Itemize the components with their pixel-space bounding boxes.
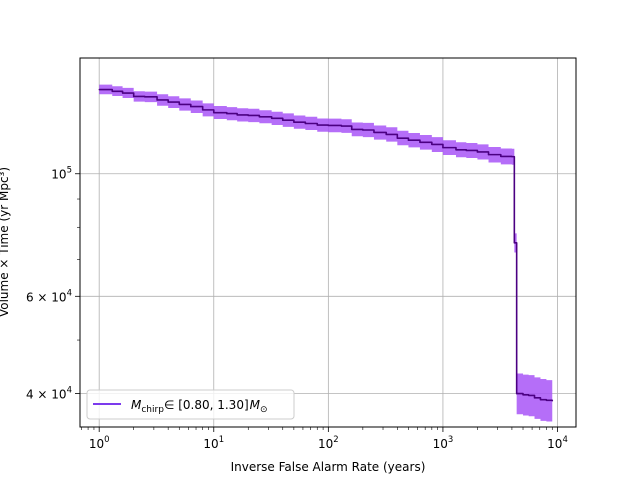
legend-range: ∈ [0.80, 1.30] (164, 398, 249, 412)
data-point (304, 122, 306, 125)
x-tick-label-base: 10 (89, 437, 104, 451)
data-point (487, 154, 490, 156)
uncertainty-band (99, 84, 553, 423)
y-tick-label: 6 × 104 (26, 288, 72, 304)
data-point (511, 156, 513, 158)
data-point (202, 109, 204, 111)
series-line (99, 88, 554, 402)
data-point (522, 394, 524, 396)
data-point (236, 114, 238, 116)
data-point (516, 392, 518, 395)
data-point (455, 149, 457, 151)
series-line-group (98, 88, 554, 402)
x-tick-label-base: 10 (433, 437, 448, 451)
data-point (121, 92, 124, 94)
data-point (327, 124, 329, 127)
grid (80, 58, 576, 427)
x-tick-label: 103 (433, 435, 454, 451)
data-point (111, 90, 113, 92)
data-point (247, 114, 249, 117)
data-point (167, 101, 169, 103)
x-tick-label-base: 10 (203, 437, 218, 451)
data-point (282, 119, 284, 121)
data-point (178, 103, 180, 106)
data-point (385, 133, 387, 136)
data-point (551, 400, 553, 402)
data-point (271, 117, 273, 119)
x-tick-label: 102 (318, 435, 339, 451)
y-axis-label: Volume × Time (yr Mpc³) (0, 167, 11, 317)
data-point (539, 399, 542, 401)
data-point (258, 116, 260, 118)
x-tick-label-exp: 2 (333, 435, 338, 445)
data-point (513, 242, 515, 244)
data-point (533, 397, 536, 399)
x-tick-label-exp: 3 (448, 435, 453, 445)
data-point (431, 143, 433, 146)
data-point (351, 128, 353, 131)
legend-msun: M (250, 398, 261, 412)
data-point (340, 125, 343, 127)
data-point (476, 151, 479, 153)
y-tick-label-base: 10 (51, 168, 66, 182)
data-point (362, 129, 364, 131)
data-point (213, 112, 215, 114)
data-point (465, 149, 467, 152)
data-point (545, 399, 548, 401)
x-axis-label: Inverse False Alarm Rate (years) (231, 460, 426, 474)
data-point (293, 121, 295, 123)
x-axis: 100 101 102 103 104 (81, 427, 568, 451)
data-point (396, 137, 398, 139)
data-point (373, 131, 375, 134)
y-tick-label-mantissa: 6 × (26, 290, 51, 304)
x-tick-label-base: 10 (547, 437, 562, 451)
legend-m: M (131, 398, 142, 412)
x-tick-label-exp: 4 (562, 435, 567, 445)
x-tick-label-exp: 1 (219, 435, 224, 445)
data-point (316, 124, 318, 126)
y-tick-label: 4 × 104 (26, 386, 72, 402)
legend-label: Mchirp∈ [0.80, 1.30]M⊙ (131, 398, 268, 415)
y-tick-label-base: 10 (51, 290, 66, 304)
data-point (407, 139, 410, 141)
legend-m-sub: chirp (141, 405, 164, 415)
data-point (190, 105, 192, 108)
x-tick-label-exp: 0 (104, 435, 109, 445)
data-point (226, 112, 228, 115)
legend: Mchirp∈ [0.80, 1.30]M⊙ (86, 389, 295, 420)
x-tick-label: 104 (547, 435, 568, 451)
y-tick-label-exp: 4 (67, 288, 72, 298)
y-tick-label-exp: 5 (67, 166, 72, 176)
data-point (98, 89, 100, 91)
y-tick-label: 105 (51, 166, 72, 182)
x-tick-label-base: 10 (318, 437, 333, 451)
y-tick-label-exp: 4 (67, 386, 72, 396)
data-point (156, 99, 158, 101)
x-tick-label: 101 (203, 435, 224, 451)
x-tick-label: 100 (89, 435, 110, 451)
data-point (144, 96, 146, 98)
y-tick-label-mantissa: 4 × (26, 388, 51, 402)
data-point (528, 394, 530, 396)
data-point (442, 147, 444, 149)
y-tick-label-base: 10 (51, 388, 66, 402)
legend-msun-sub: ⊙ (260, 405, 268, 415)
data-point (133, 95, 135, 98)
legend-box (86, 389, 295, 420)
data-point (500, 155, 502, 157)
series-band (99, 84, 553, 423)
data-point (419, 141, 421, 143)
